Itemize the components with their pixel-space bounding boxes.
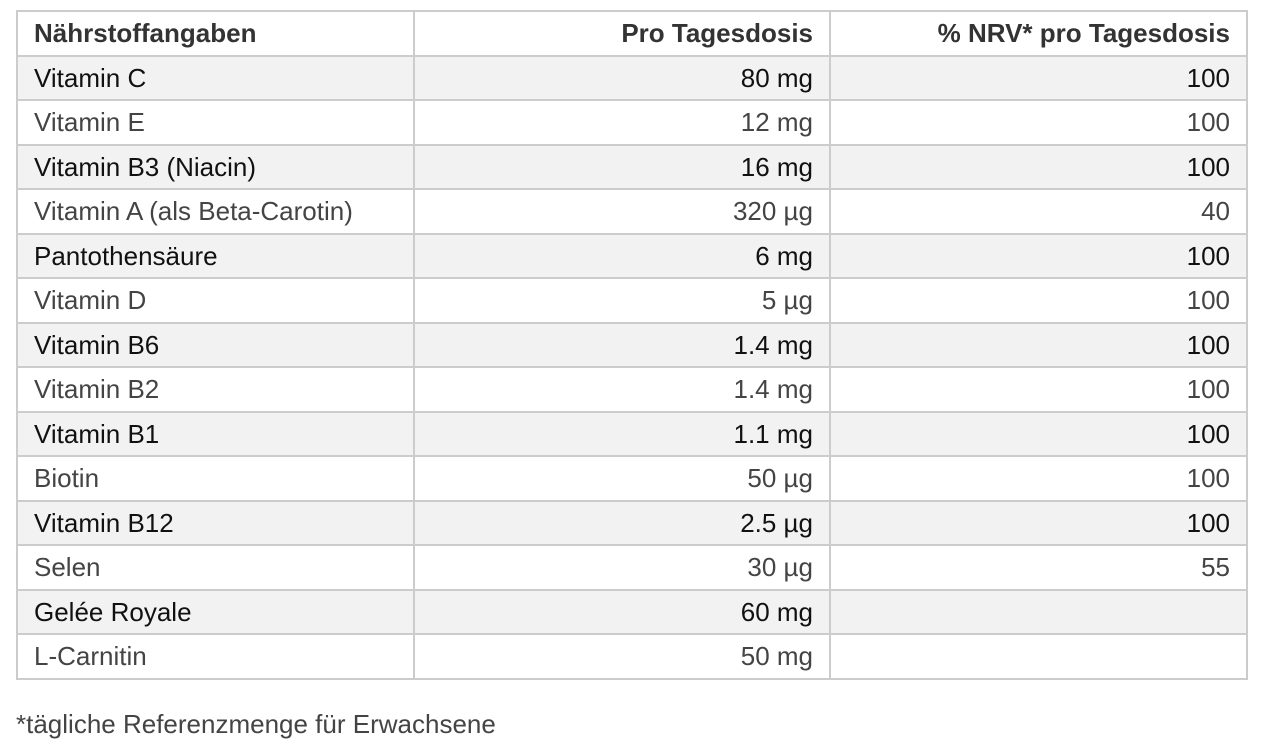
nutrient-name: Vitamin C	[16, 54, 415, 101]
daily-dose: 30 µg	[413, 544, 831, 591]
nrv-percent	[829, 588, 1248, 635]
nutrient-name: Biotin	[16, 455, 415, 502]
daily-dose: 50 µg	[413, 455, 831, 502]
nutrient-name: Selen	[16, 544, 415, 591]
footnote: *tägliche Referenzmenge für Erwachsene	[16, 709, 496, 739]
nutrient-name: Pantothensäure	[16, 232, 415, 279]
daily-dose: 2.5 µg	[413, 499, 831, 546]
table-row: Pantothensäure 6 mg 100	[16, 232, 1248, 279]
header-nutrient: Nährstoffangaben	[16, 10, 415, 57]
table-row: Vitamin B6 1.4 mg 100	[16, 321, 1248, 368]
table-row: Vitamin B3 (Niacin) 16 mg 100	[16, 143, 1248, 190]
daily-dose: 16 mg	[413, 143, 831, 190]
nutrient-name: Gelée Royale	[16, 588, 415, 635]
nrv-percent: 100	[829, 99, 1248, 146]
table-row: Vitamin D 5 µg 100	[16, 277, 1248, 324]
nutrition-table: Nährstoffangaben Pro Tagesdosis % NRV* p…	[16, 10, 1248, 680]
nutrient-name: Vitamin D	[16, 277, 415, 324]
nrv-percent: 100	[829, 54, 1248, 101]
daily-dose: 12 mg	[413, 99, 831, 146]
daily-dose: 50 mg	[413, 633, 831, 680]
table-row: Gelée Royale 60 mg	[16, 588, 1248, 635]
table-row: Selen 30 µg 55	[16, 544, 1248, 591]
daily-dose: 6 mg	[413, 232, 831, 279]
nutrient-name: Vitamin B12	[16, 499, 415, 546]
nrv-percent: 55	[829, 544, 1248, 591]
daily-dose: 1.4 mg	[413, 366, 831, 413]
table-row: Vitamin E 12 mg 100	[16, 99, 1248, 146]
nutrient-name: Vitamin B2	[16, 366, 415, 413]
nrv-percent: 100	[829, 277, 1248, 324]
daily-dose: 60 mg	[413, 588, 831, 635]
header-daily-dose: Pro Tagesdosis	[413, 10, 831, 57]
daily-dose: 1.4 mg	[413, 321, 831, 368]
daily-dose: 320 µg	[413, 188, 831, 235]
nrv-percent	[829, 633, 1248, 680]
table-header: Nährstoffangaben Pro Tagesdosis % NRV* p…	[16, 10, 1248, 57]
nrv-percent: 100	[829, 499, 1248, 546]
nutrient-name: L-Carnitin	[16, 633, 415, 680]
table-row: Vitamin B12 2.5 µg 100	[16, 499, 1248, 546]
table-row: Biotin 50 µg 100	[16, 455, 1248, 502]
nrv-percent: 100	[829, 321, 1248, 368]
table-row: Vitamin C 80 mg 100	[16, 54, 1248, 101]
daily-dose: 1.1 mg	[413, 410, 831, 457]
nrv-percent: 100	[829, 143, 1248, 190]
nrv-percent: 100	[829, 232, 1248, 279]
daily-dose: 5 µg	[413, 277, 831, 324]
nutrient-name: Vitamin A (als Beta-Carotin)	[16, 188, 415, 235]
nutrient-name: Vitamin B6	[16, 321, 415, 368]
nutrient-name: Vitamin B3 (Niacin)	[16, 143, 415, 190]
nutrient-name: Vitamin B1	[16, 410, 415, 457]
nrv-percent: 100	[829, 410, 1248, 457]
table-body: Vitamin C 80 mg 100 Vitamin E 12 mg 100 …	[16, 54, 1248, 680]
header-nrv-percent: % NRV* pro Tagesdosis	[829, 10, 1248, 57]
table-row: L-Carnitin 50 mg	[16, 633, 1248, 680]
daily-dose: 80 mg	[413, 54, 831, 101]
nrv-percent: 40	[829, 188, 1248, 235]
nutrient-name: Vitamin E	[16, 99, 415, 146]
table-row: Vitamin B1 1.1 mg 100	[16, 410, 1248, 457]
table-row: Vitamin A (als Beta-Carotin) 320 µg 40	[16, 188, 1248, 235]
nrv-percent: 100	[829, 455, 1248, 502]
nrv-percent: 100	[829, 366, 1248, 413]
header-row: Nährstoffangaben Pro Tagesdosis % NRV* p…	[16, 10, 1248, 57]
table-row: Vitamin B2 1.4 mg 100	[16, 366, 1248, 413]
